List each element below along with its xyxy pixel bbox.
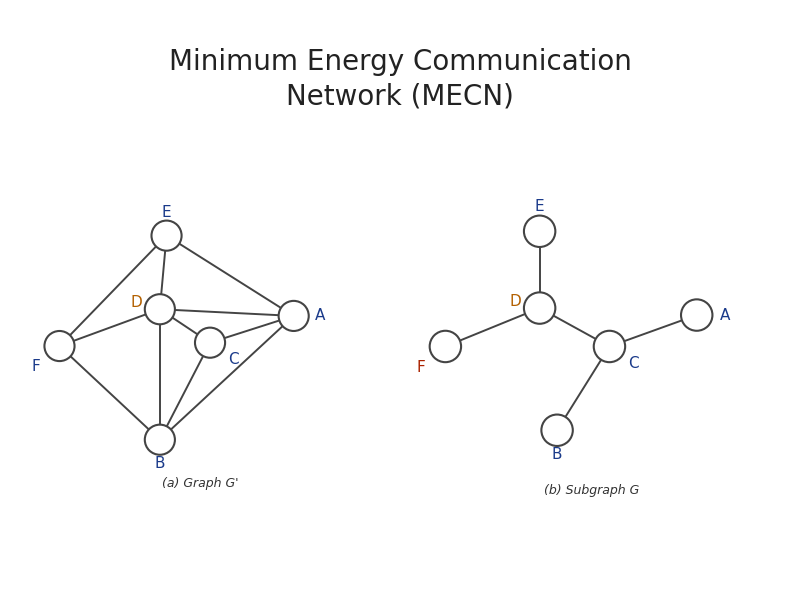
Circle shape — [195, 328, 225, 358]
Text: C: C — [629, 356, 639, 371]
Text: F: F — [417, 360, 426, 375]
Text: Minimum Energy Communication
Network (MECN): Minimum Energy Communication Network (ME… — [169, 48, 631, 110]
Text: D: D — [510, 293, 521, 308]
Circle shape — [542, 415, 573, 446]
Circle shape — [524, 215, 555, 247]
Circle shape — [594, 331, 625, 362]
Circle shape — [278, 301, 309, 331]
Text: (a) Graph G': (a) Graph G' — [162, 477, 238, 490]
Text: B: B — [154, 455, 165, 470]
Text: A: A — [315, 308, 326, 323]
Circle shape — [681, 299, 713, 331]
Text: A: A — [719, 308, 730, 323]
Text: E: E — [535, 199, 545, 214]
Circle shape — [145, 294, 175, 324]
Circle shape — [151, 221, 182, 251]
Text: B: B — [552, 447, 562, 462]
Circle shape — [430, 331, 461, 362]
Text: D: D — [130, 295, 142, 310]
Text: C: C — [228, 352, 238, 367]
Text: (b) Subgraph G: (b) Subgraph G — [544, 484, 640, 497]
Text: F: F — [32, 359, 41, 374]
Circle shape — [145, 425, 175, 455]
Text: E: E — [162, 205, 171, 220]
Circle shape — [45, 331, 74, 361]
Circle shape — [524, 292, 555, 324]
